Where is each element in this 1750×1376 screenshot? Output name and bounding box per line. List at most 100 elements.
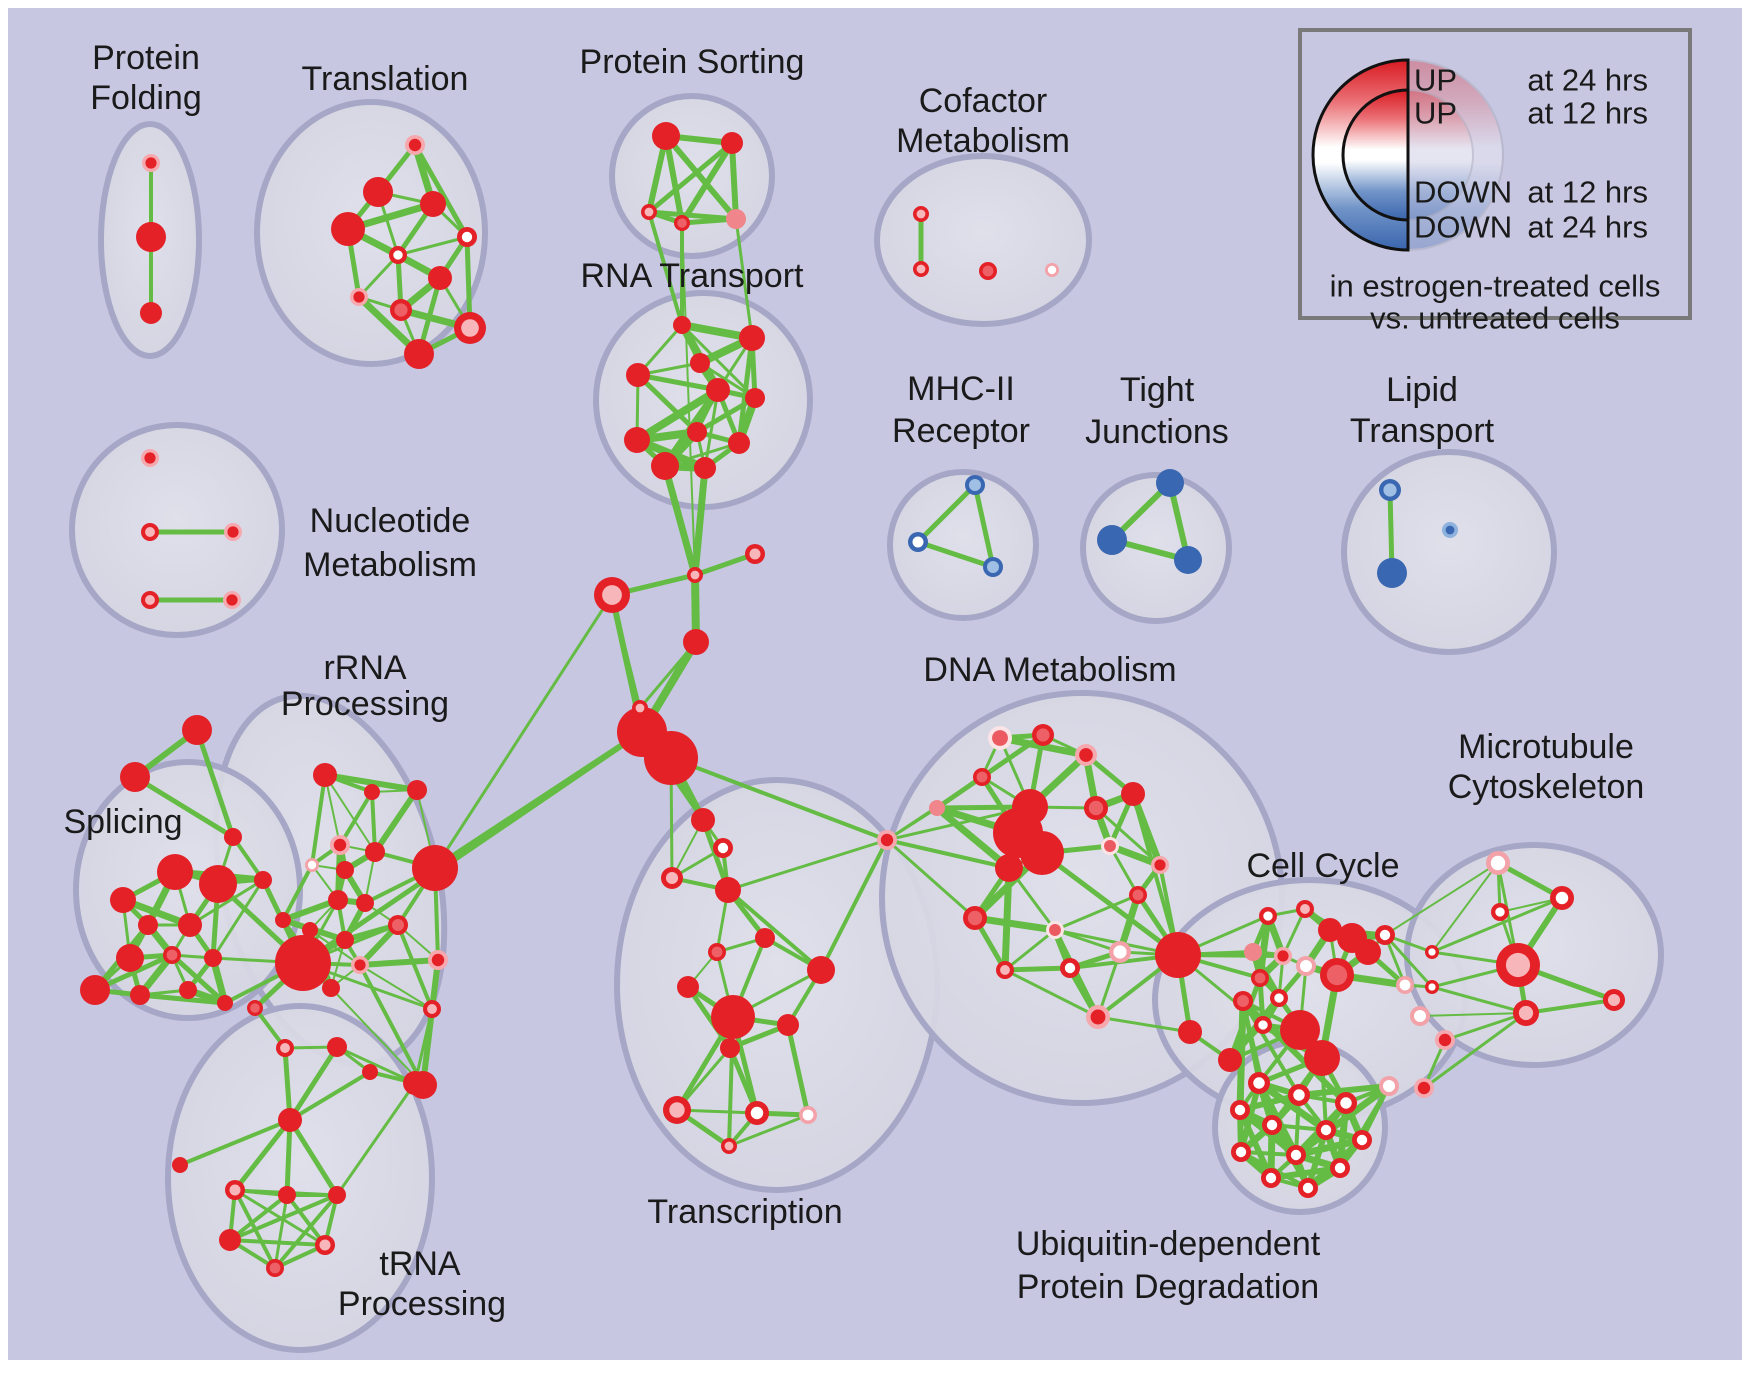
gene-node[interactable]: [720, 1038, 740, 1058]
gene-node[interactable]: [877, 830, 897, 850]
gene-node[interactable]: [1109, 941, 1131, 963]
gene-node[interactable]: [963, 906, 987, 930]
gene-node[interactable]: [420, 191, 446, 217]
gene-node[interactable]: [1414, 1078, 1434, 1098]
gene-node[interactable]: [116, 944, 144, 972]
gene-node[interactable]: [1280, 1010, 1320, 1050]
gene-node[interactable]: [1304, 1040, 1340, 1076]
gene-node[interactable]: [1379, 1076, 1399, 1096]
gene-node[interactable]: [1174, 546, 1202, 574]
gene-node[interactable]: [1151, 856, 1169, 874]
gene-node[interactable]: [390, 299, 412, 321]
gene-node[interactable]: [330, 835, 350, 855]
gene-node[interactable]: [1233, 991, 1253, 1011]
gene-node[interactable]: [405, 135, 425, 155]
gene-node[interactable]: [1084, 796, 1108, 820]
gene-node[interactable]: [1121, 782, 1145, 806]
gene-node[interactable]: [1097, 525, 1127, 555]
gene-node[interactable]: [1270, 989, 1288, 1007]
gene-node[interactable]: [278, 1108, 302, 1132]
gene-node[interactable]: [142, 154, 160, 172]
gene-node[interactable]: [1262, 1115, 1282, 1135]
gene-node[interactable]: [163, 946, 181, 964]
gene-node[interactable]: [328, 1186, 346, 1204]
gene-node[interactable]: [673, 316, 691, 334]
gene-node[interactable]: [988, 726, 1012, 750]
gene-node[interactable]: [677, 976, 699, 998]
gene-node[interactable]: [1244, 943, 1262, 961]
gene-node[interactable]: [1046, 921, 1064, 939]
gene-node[interactable]: [1375, 925, 1395, 945]
gene-node[interactable]: [1550, 886, 1574, 910]
gene-node[interactable]: [799, 1106, 817, 1124]
gene-node[interactable]: [254, 871, 272, 889]
gene-node[interactable]: [641, 204, 657, 220]
gene-node[interactable]: [1286, 1145, 1306, 1165]
gene-node[interactable]: [632, 700, 648, 716]
gene-node[interactable]: [1316, 1120, 1336, 1140]
gene-node[interactable]: [1425, 945, 1439, 959]
gene-node[interactable]: [457, 227, 477, 247]
gene-node[interactable]: [364, 784, 380, 800]
gene-node[interactable]: [1298, 1178, 1318, 1198]
gene-node[interactable]: [182, 715, 212, 745]
gene-node[interactable]: [973, 768, 991, 786]
gene-node[interactable]: [694, 457, 716, 479]
gene-node[interactable]: [1435, 1030, 1455, 1050]
gene-node[interactable]: [1032, 724, 1054, 746]
gene-node[interactable]: [1491, 903, 1509, 921]
gene-node[interactable]: [1178, 1020, 1202, 1044]
gene-node[interactable]: [141, 523, 159, 541]
gene-node[interactable]: [336, 861, 354, 879]
gene-node[interactable]: [331, 212, 365, 246]
gene-node[interactable]: [388, 915, 408, 935]
gene-node[interactable]: [711, 995, 755, 1039]
gene-node[interactable]: [1296, 900, 1314, 918]
gene-node[interactable]: [179, 981, 197, 999]
gene-node[interactable]: [777, 1014, 799, 1036]
gene-node[interactable]: [1254, 1016, 1272, 1034]
gene-node[interactable]: [979, 262, 997, 280]
gene-node[interactable]: [356, 894, 374, 912]
gene-node[interactable]: [266, 1259, 284, 1277]
gene-node[interactable]: [1496, 943, 1540, 987]
gene-node[interactable]: [275, 935, 331, 991]
gene-node[interactable]: [807, 956, 835, 984]
gene-node[interactable]: [706, 378, 730, 402]
gene-node[interactable]: [138, 915, 158, 935]
gene-node[interactable]: [690, 353, 710, 373]
gene-node[interactable]: [313, 763, 337, 787]
gene-node[interactable]: [1288, 1084, 1310, 1106]
gene-node[interactable]: [1075, 744, 1097, 766]
gene-node[interactable]: [423, 1000, 441, 1018]
gene-node[interactable]: [315, 1235, 335, 1255]
gene-node[interactable]: [1155, 932, 1201, 978]
gene-node[interactable]: [713, 838, 733, 858]
gene-node[interactable]: [80, 975, 110, 1005]
gene-node[interactable]: [687, 567, 703, 583]
gene-node[interactable]: [404, 339, 434, 369]
gene-node[interactable]: [1230, 1100, 1250, 1120]
gene-node[interactable]: [224, 828, 242, 846]
gene-node[interactable]: [721, 1138, 737, 1154]
gene-node[interactable]: [913, 206, 929, 222]
gene-node[interactable]: [1352, 1130, 1372, 1150]
gene-node[interactable]: [745, 1101, 769, 1125]
gene-node[interactable]: [755, 928, 775, 948]
gene-node[interactable]: [428, 266, 452, 290]
gene-node[interactable]: [428, 950, 448, 970]
gene-node[interactable]: [745, 388, 765, 408]
gene-node[interactable]: [691, 808, 715, 832]
gene-node[interactable]: [721, 132, 743, 154]
gene-node[interactable]: [983, 557, 1003, 577]
gene-node[interactable]: [275, 912, 291, 928]
gene-node[interactable]: [1410, 1006, 1430, 1026]
gene-node[interactable]: [728, 432, 750, 454]
gene-node[interactable]: [683, 629, 709, 655]
gene-node[interactable]: [726, 209, 746, 229]
gene-node[interactable]: [130, 985, 150, 1005]
gene-node[interactable]: [141, 591, 159, 609]
gene-node[interactable]: [136, 222, 166, 252]
gene-node[interactable]: [1318, 918, 1342, 942]
gene-node[interactable]: [908, 532, 928, 552]
